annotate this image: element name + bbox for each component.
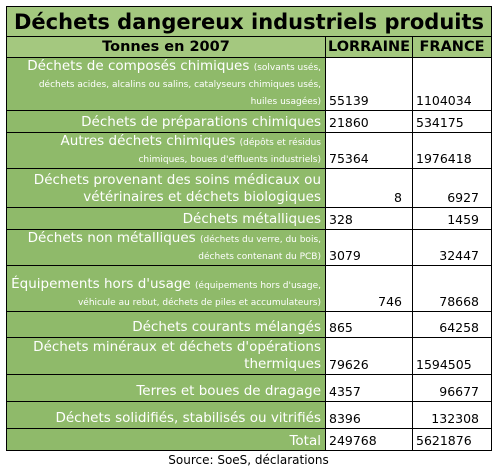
total-label: Total: [6, 428, 326, 451]
total-lorraine: 249768: [325, 428, 413, 451]
value-france: 534175: [411, 110, 493, 133]
total-row: Total 249768 5621876: [6, 428, 493, 451]
row-label: Déchets non métalliques (déchets du verr…: [6, 229, 326, 266]
row-label-text: Équipements hors d'usage: [11, 276, 191, 292]
waste-table-container: Déchets dangereux industriels produits T…: [5, 6, 493, 467]
table-row: Déchets métalliques 328 1459: [6, 207, 493, 230]
value-france: 132308: [411, 401, 493, 429]
row-label: Déchets courants mélangés: [6, 311, 326, 338]
row-label-text: Autres déchets chimiques: [60, 133, 236, 149]
row-label-text: Déchets de préparations chimiques: [81, 114, 321, 130]
value-lorraine: 55139: [325, 57, 413, 111]
row-label-note: (solvants usés, déchets acides, alcalins…: [38, 63, 321, 107]
value-lorraine: 79626: [325, 337, 413, 375]
row-label-text: Déchets courants mélangés: [132, 319, 321, 335]
value-france: 78668: [411, 265, 493, 312]
value-lorraine: 8: [325, 168, 413, 208]
row-label: Déchets métalliques: [6, 207, 326, 230]
table-row: Autres déchets chimiques (dépôts et rési…: [6, 132, 493, 169]
table-row: Déchets solidifiés, stabilisés ou vitrif…: [6, 401, 493, 429]
row-label: Équipements hors d'usage (équipements ho…: [6, 265, 326, 312]
value-lorraine: 328: [325, 207, 413, 230]
row-label-text: Déchets non métalliques: [27, 230, 196, 246]
row-label-text: Déchets de composés chimiques: [27, 58, 250, 74]
table-row: Équipements hors d'usage (équipements ho…: [6, 265, 493, 312]
table-row: Déchets de préparations chimiques 21860 …: [6, 110, 493, 133]
value-france: 1976418: [411, 132, 493, 169]
value-lorraine: 21860: [325, 110, 413, 133]
row-label: Déchets de composés chimiques (solvants …: [6, 57, 326, 111]
source-caption: Source: SoeS, déclarations: [168, 453, 329, 467]
header-lorraine: LORRAINE: [325, 36, 413, 58]
row-label: Terres et boues de dragage: [6, 374, 326, 402]
row-label-note: (équipements hors d'usage, véhicule au r…: [77, 281, 321, 308]
value-lorraine: 8396: [325, 401, 413, 429]
table-row: Déchets minéraux et déchets d'opérations…: [6, 337, 493, 375]
row-label: Déchets provenant des soins médicaux ou …: [6, 168, 326, 208]
value-france: 32447: [411, 229, 493, 266]
value-lorraine: 75364: [325, 132, 413, 169]
row-label: Déchets solidifiés, stabilisés ou vitrif…: [6, 401, 326, 429]
row-label-text: Déchets solidifiés, stabilisés ou vitrif…: [55, 410, 321, 426]
value-france: 64258: [411, 311, 493, 338]
value-lorraine: 3079: [325, 229, 413, 266]
header-france: FRANCE: [411, 36, 493, 58]
row-label-text: Déchets métalliques: [182, 211, 321, 227]
row-label-text: Déchets provenant des soins médicaux ou …: [33, 172, 321, 205]
row-label: Déchets de préparations chimiques: [6, 110, 326, 133]
row-label-text: Terres et boues de dragage: [136, 383, 321, 399]
value-lorraine: 4357: [325, 374, 413, 402]
table-row: Déchets de composés chimiques (solvants …: [6, 57, 493, 111]
row-label-text: Déchets minéraux et déchets d'opérations…: [33, 339, 321, 372]
value-lorraine: 865: [325, 311, 413, 338]
table-row: Terres et boues de dragage 4357 96677: [6, 374, 493, 402]
value-france: 1594505: [411, 337, 493, 375]
row-label-note: (déchets du verre, du bois, déchets cont…: [198, 235, 321, 262]
value-lorraine: 746: [325, 265, 413, 312]
value-france: 1104034: [411, 57, 493, 111]
value-france: 6927: [411, 168, 493, 208]
table-title: Déchets dangereux industriels produits: [5, 6, 493, 37]
table-row: Déchets provenant des soins médicaux ou …: [6, 168, 493, 208]
row-label: Autres déchets chimiques (dépôts et rési…: [6, 132, 326, 169]
table-row: Déchets non métalliques (déchets du verr…: [6, 229, 493, 266]
row-label-note: (dépôts et résidus chimiques, boues d'ef…: [138, 138, 321, 165]
waste-table: Déchets dangereux industriels produits T…: [5, 6, 493, 451]
row-label: Déchets minéraux et déchets d'opérations…: [6, 337, 326, 375]
table-row: Déchets courants mélangés 865 64258: [6, 311, 493, 338]
total-france: 5621876: [411, 428, 493, 451]
value-france: 96677: [411, 374, 493, 402]
value-france: 1459: [411, 207, 493, 230]
header-category: Tonnes en 2007: [6, 36, 326, 58]
